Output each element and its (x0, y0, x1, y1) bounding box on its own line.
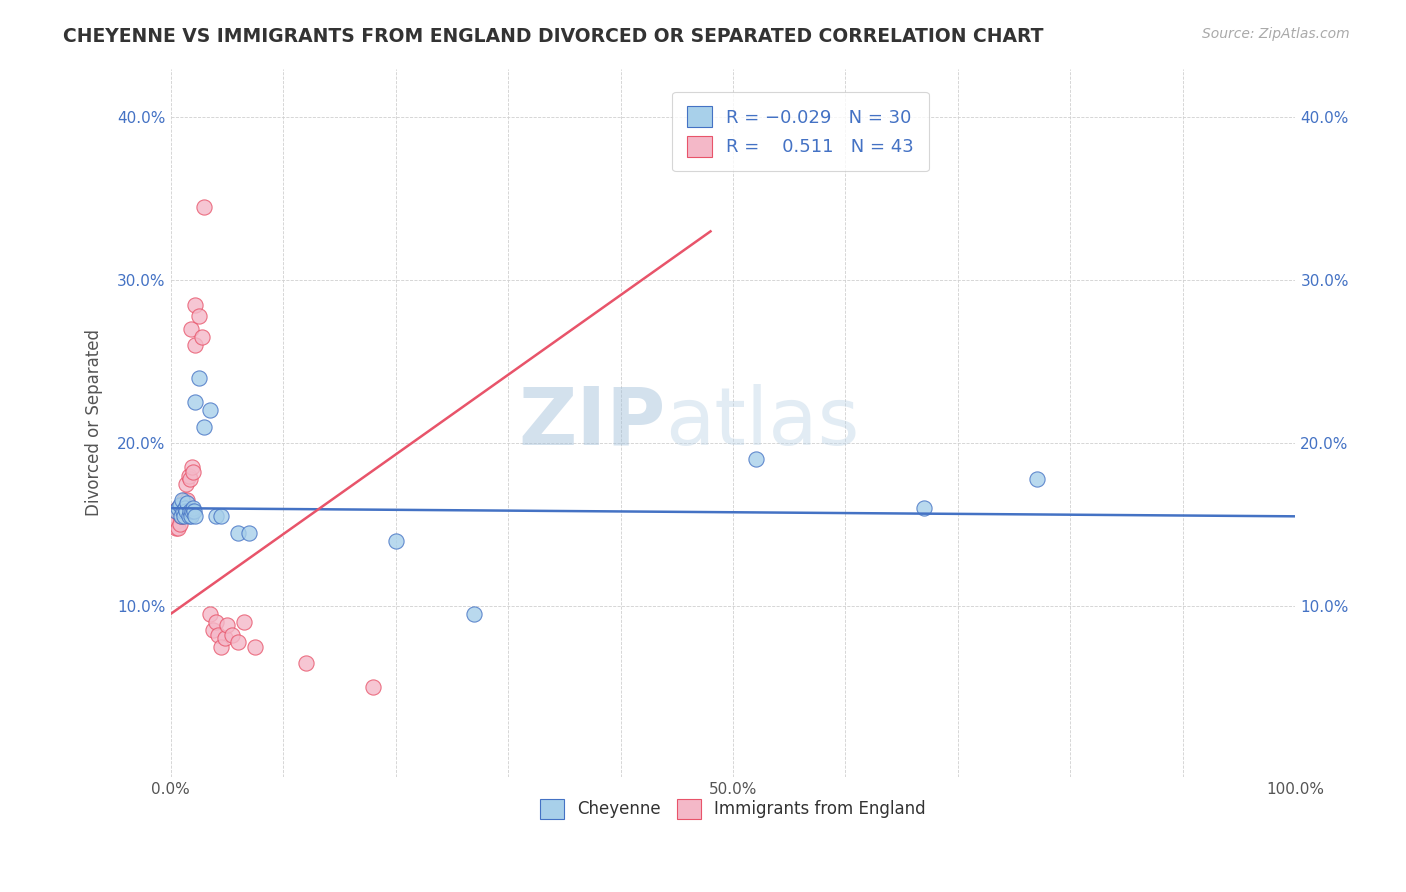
Point (166, 504, 188, 518)
Point (184, 395, 207, 409)
Legend: Cheyenne, Immigrants from England: Cheyenne, Immigrants from England (534, 793, 932, 825)
Point (176, 493, 198, 508)
Point (1025, 472, 1047, 486)
Point (184, 298, 207, 312)
Point (165, 514, 187, 528)
Point (173, 493, 195, 508)
Point (294, 656, 316, 670)
Point (170, 509, 193, 524)
Point (238, 525, 260, 540)
Point (165, 509, 187, 524)
Point (165, 521, 187, 535)
Point (181, 466, 204, 480)
Point (198, 403, 221, 417)
Point (232, 615, 254, 629)
Point (172, 504, 194, 518)
Point (172, 504, 194, 518)
Point (384, 533, 406, 548)
Point (169, 517, 191, 532)
Point (193, 200, 215, 214)
Point (172, 498, 194, 512)
Point (187, 309, 209, 323)
Point (463, 607, 485, 621)
Point (191, 330, 214, 344)
Point (170, 509, 193, 524)
Point (183, 504, 205, 518)
Point (167, 501, 190, 516)
Point (215, 618, 238, 632)
Point (170, 509, 193, 524)
Point (177, 468, 200, 483)
Point (180, 322, 202, 336)
Point (226, 525, 249, 540)
Point (226, 634, 249, 648)
Point (176, 476, 198, 491)
Text: atlas: atlas (665, 384, 860, 462)
Point (176, 504, 198, 518)
Point (361, 681, 384, 695)
Point (169, 509, 191, 524)
Point (193, 419, 215, 434)
Point (167, 501, 190, 516)
Point (177, 509, 200, 524)
Point (209, 640, 232, 654)
Point (167, 521, 190, 535)
Point (174, 501, 197, 516)
Point (170, 493, 193, 508)
Point (170, 498, 193, 512)
Text: Source: ZipAtlas.com: Source: ZipAtlas.com (1202, 27, 1350, 41)
Point (181, 504, 204, 518)
Point (179, 504, 201, 518)
Point (166, 514, 188, 528)
Point (163, 504, 186, 518)
Point (165, 504, 187, 518)
Point (221, 628, 243, 642)
Point (209, 509, 232, 524)
Point (214, 632, 236, 646)
Text: CHEYENNE VS IMMIGRANTS FROM ENGLAND DIVORCED OR SEPARATED CORRELATION CHART: CHEYENNE VS IMMIGRANTS FROM ENGLAND DIVO… (63, 27, 1043, 45)
Point (180, 509, 202, 524)
Point (176, 496, 198, 510)
Point (170, 504, 193, 518)
Point (204, 615, 226, 629)
Point (181, 501, 204, 516)
Point (198, 607, 221, 621)
Point (207, 628, 229, 642)
Point (202, 624, 225, 638)
Point (169, 498, 191, 512)
Text: ZIP: ZIP (519, 384, 665, 462)
Point (173, 509, 195, 524)
Point (174, 501, 197, 516)
Point (184, 338, 207, 352)
Point (184, 509, 207, 524)
Point (744, 452, 766, 467)
Y-axis label: Divorced or Separated: Divorced or Separated (86, 329, 103, 516)
Point (187, 371, 209, 385)
Point (179, 472, 201, 486)
Point (243, 640, 266, 654)
Point (181, 460, 204, 475)
Point (912, 501, 935, 516)
Point (204, 509, 226, 524)
